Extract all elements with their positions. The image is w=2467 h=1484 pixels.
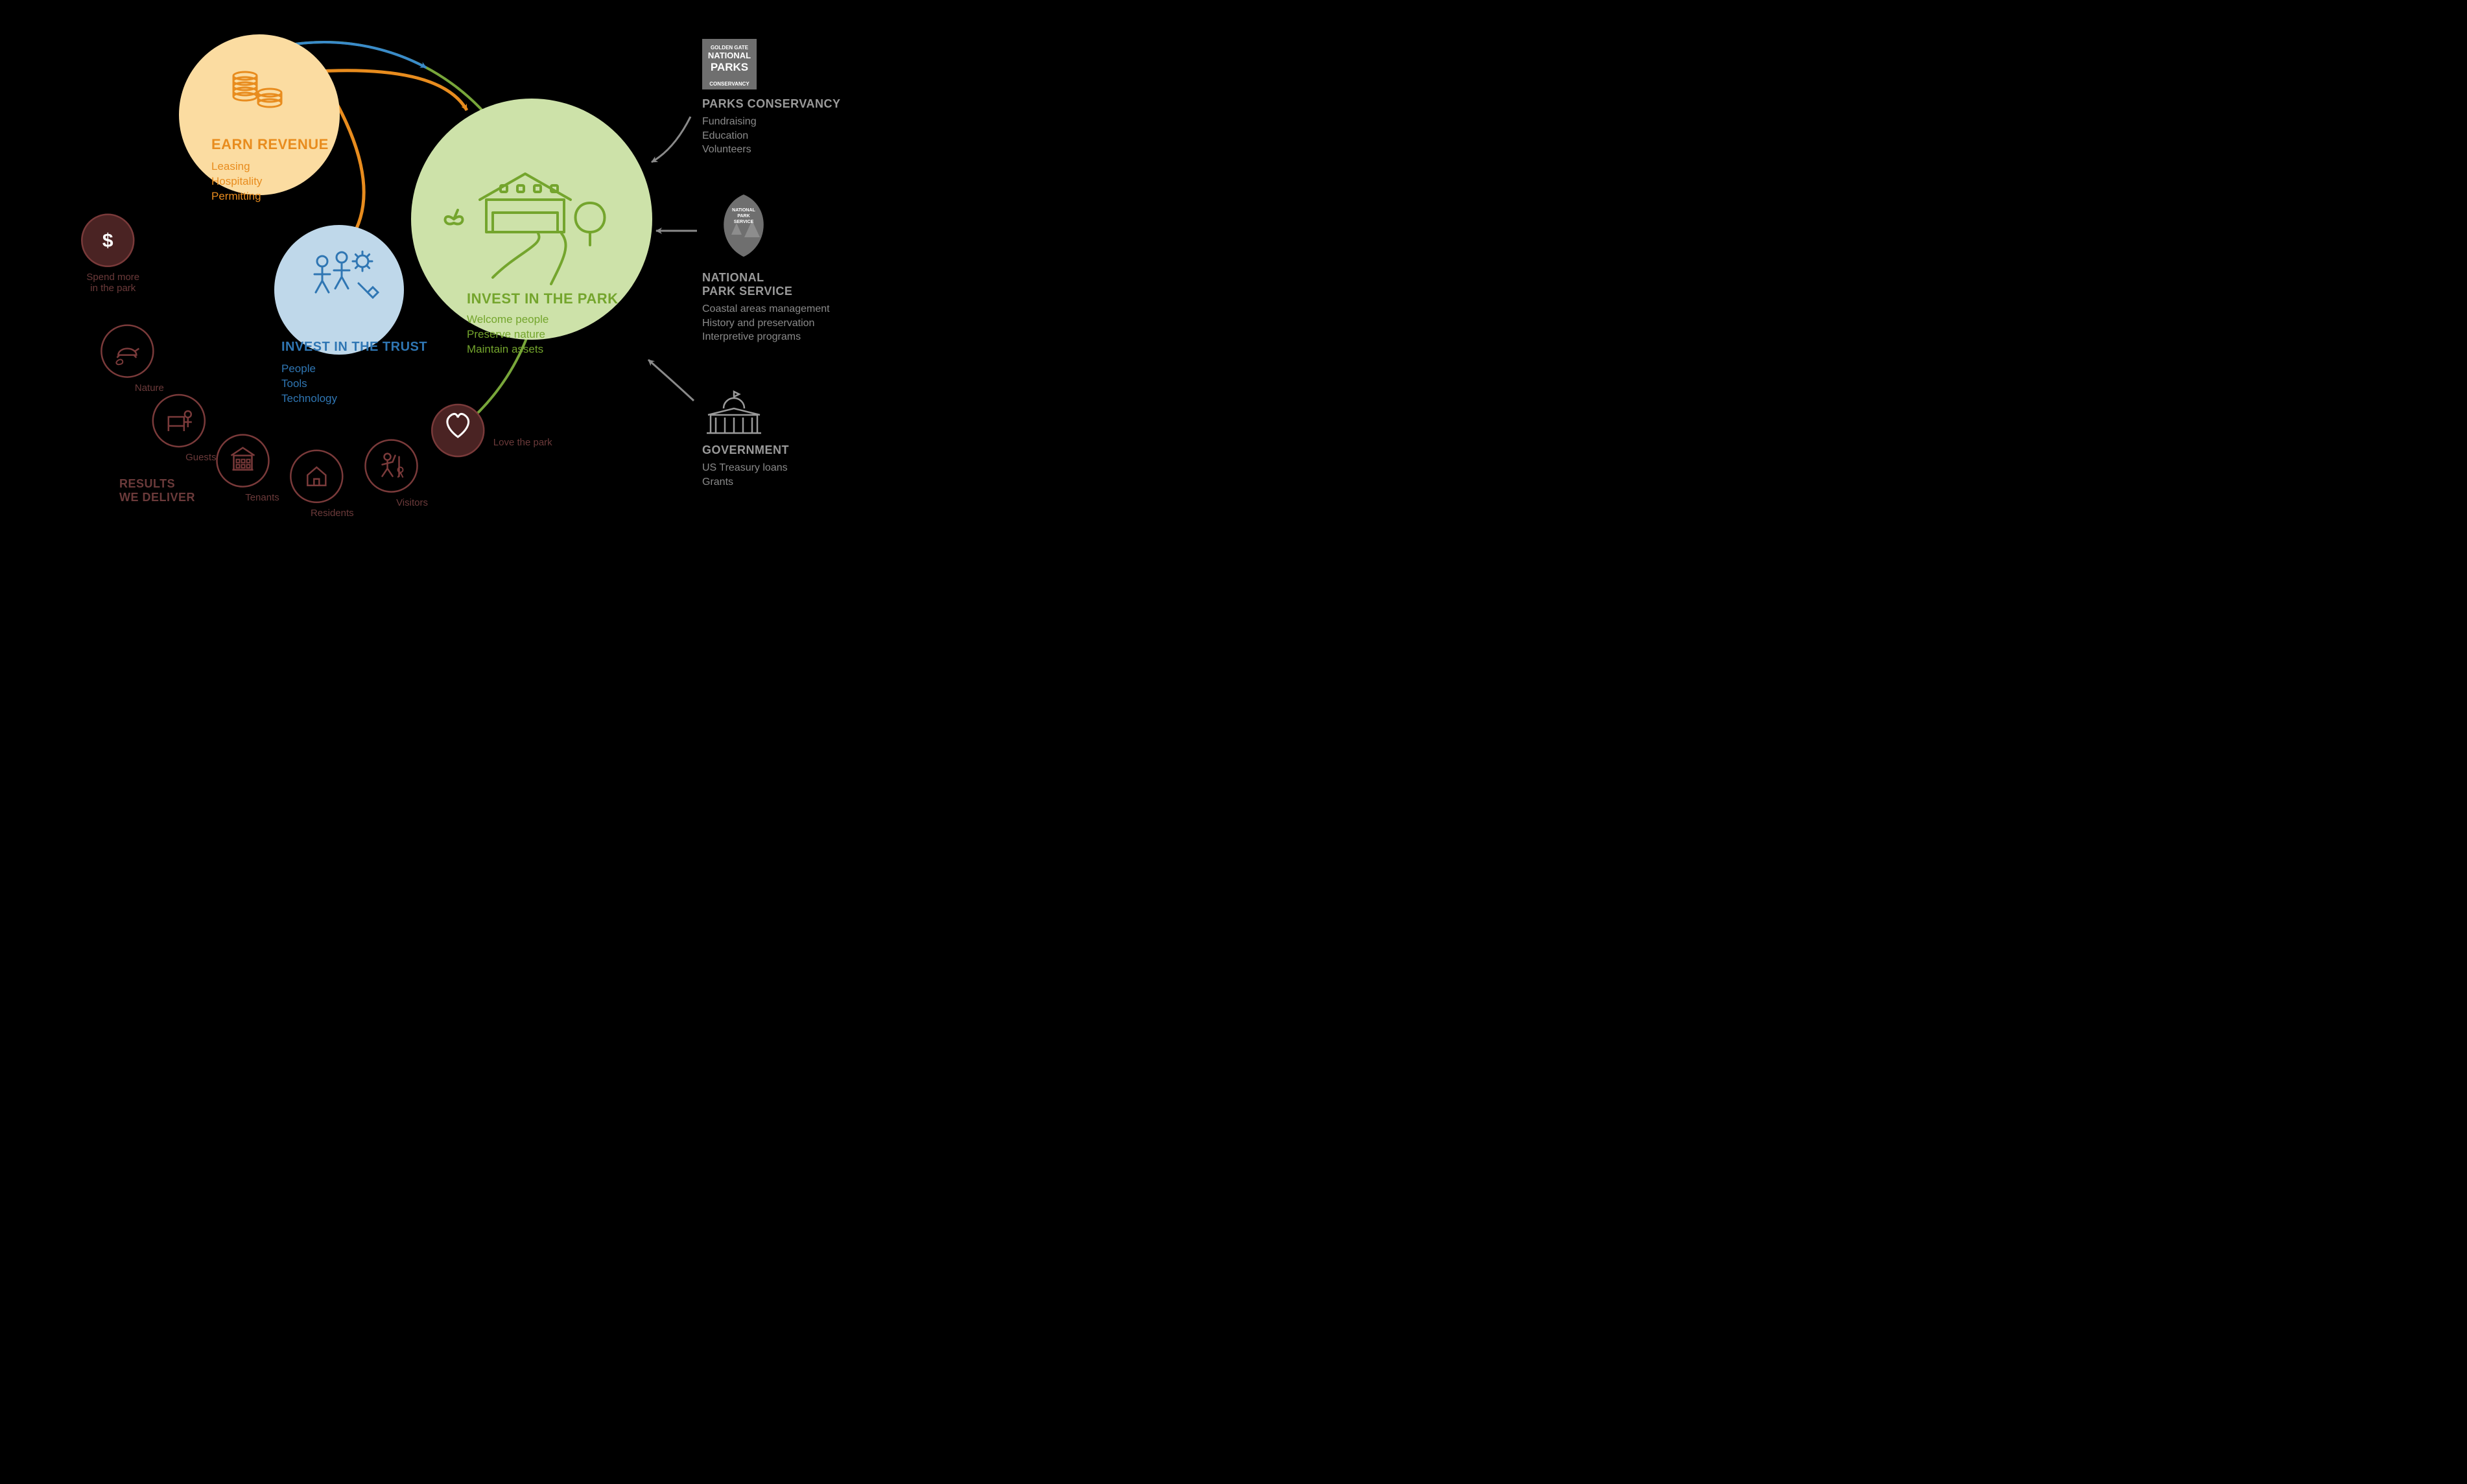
result-node-spend: $: [82, 215, 134, 266]
partner-arrow-conservancy: [652, 117, 691, 162]
partner-logo-conservancy: GOLDEN GATENATIONALPARKS CONSERVANCY: [702, 39, 757, 89]
partner-arrow-gov: [648, 360, 694, 401]
result-node-love: [432, 405, 484, 456]
svg-text:SERVICE: SERVICE: [734, 220, 754, 224]
people-tools-icon: [314, 252, 378, 298]
park-scene-icon: [445, 174, 605, 284]
partner-logo-gov: [707, 392, 761, 433]
svg-text:CONSERVANCY: CONSERVANCY: [709, 81, 750, 87]
diagram-stage: EARN REVENUE LeasingHospitalityPermittin…: [0, 0, 947, 546]
result-node-nature: [101, 325, 153, 377]
svg-overlay: $GOLDEN GATENATIONALPARKSCONSERVANCYNATI…: [0, 0, 947, 546]
result-node-residents: [290, 451, 342, 502]
svg-text:$: $: [102, 230, 113, 252]
svg-text:GOLDEN GATE: GOLDEN GATE: [711, 45, 749, 51]
coins-icon: [233, 72, 281, 107]
result-node-guests: [153, 395, 205, 447]
svg-text:PARK: PARK: [737, 214, 750, 218]
svg-text:PARKS: PARKS: [711, 61, 748, 73]
svg-text:NATIONAL: NATIONAL: [732, 208, 755, 213]
result-node-visitors: [366, 440, 418, 492]
partner-logo-nps: NATIONALPARK SERVICE: [724, 194, 764, 257]
svg-text:NATIONAL: NATIONAL: [708, 51, 751, 60]
result-node-tenants: [217, 435, 269, 487]
